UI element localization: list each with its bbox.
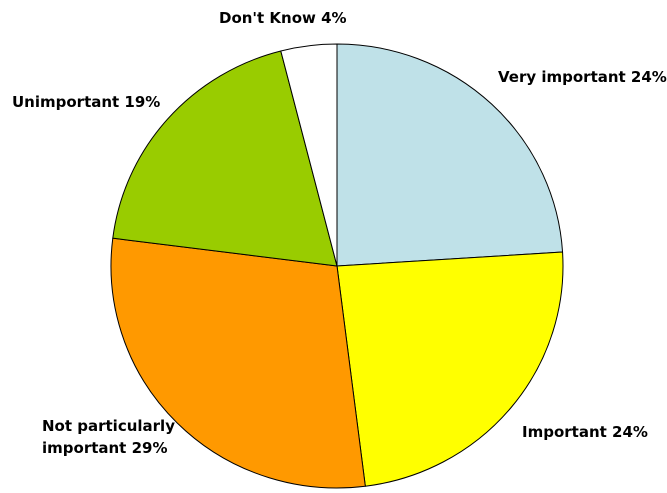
pie-label-not-particularly-important: Not particularly important 29% xyxy=(42,417,175,457)
pie-slice-not-particularly-important xyxy=(110,237,366,489)
pie-slice-don-t-know xyxy=(280,43,338,267)
pie-label-important: Important 24% xyxy=(522,423,648,441)
pie-labels: Very important 24% Important 24% Not parti… xyxy=(12,9,667,457)
pie-slices xyxy=(110,43,564,489)
pie-label-very-important: Very important 24% xyxy=(498,68,667,86)
pie-slice-unimportant xyxy=(112,50,338,267)
pie-label-unimportant: Unimportant 19% xyxy=(12,93,160,111)
pie-slice-very-important xyxy=(336,43,564,267)
pie-label-don-t-know: Don't Know 4% xyxy=(219,9,347,27)
pie-slice-important xyxy=(336,251,564,487)
